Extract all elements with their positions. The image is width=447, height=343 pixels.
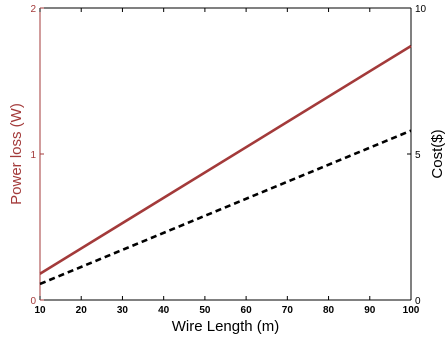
y-left-tick-label: 1 bbox=[30, 150, 36, 161]
x-tick-label: 10 bbox=[34, 305, 46, 316]
y-left-axis-title: Power loss (W) bbox=[8, 103, 25, 205]
x-tick-label: 40 bbox=[158, 305, 170, 316]
power-loss-series-line bbox=[39, 44, 412, 275]
y-right-tick-label: 0 bbox=[415, 296, 421, 307]
cost-series-line bbox=[39, 129, 412, 286]
y-right-axis-ticks: 0 5 10 bbox=[407, 4, 427, 307]
x-tick-label: 30 bbox=[117, 305, 129, 316]
x-tick-label: 100 bbox=[403, 305, 420, 316]
x-tick-label: 70 bbox=[282, 305, 294, 316]
x-tick-label: 50 bbox=[199, 305, 211, 316]
x-axis-title: Wire Length (m) bbox=[172, 318, 280, 335]
x-axis-ticks: 10 20 30 40 50 60 70 80 90 100 bbox=[34, 8, 420, 316]
y-left-axis-ticks: 0 1 2 bbox=[30, 4, 44, 307]
x-tick-label: 60 bbox=[241, 305, 253, 316]
y-right-axis-title: Cost($) bbox=[429, 129, 446, 178]
x-tick-label: 80 bbox=[323, 305, 335, 316]
series-layer bbox=[39, 44, 412, 286]
y-left-tick-label: 2 bbox=[30, 4, 36, 15]
x-tick-label: 90 bbox=[364, 305, 376, 316]
y-left-tick-label: 0 bbox=[30, 296, 36, 307]
y-right-tick-label: 5 bbox=[415, 150, 421, 161]
x-tick-label: 20 bbox=[76, 305, 88, 316]
y-right-tick-label: 10 bbox=[415, 4, 427, 15]
